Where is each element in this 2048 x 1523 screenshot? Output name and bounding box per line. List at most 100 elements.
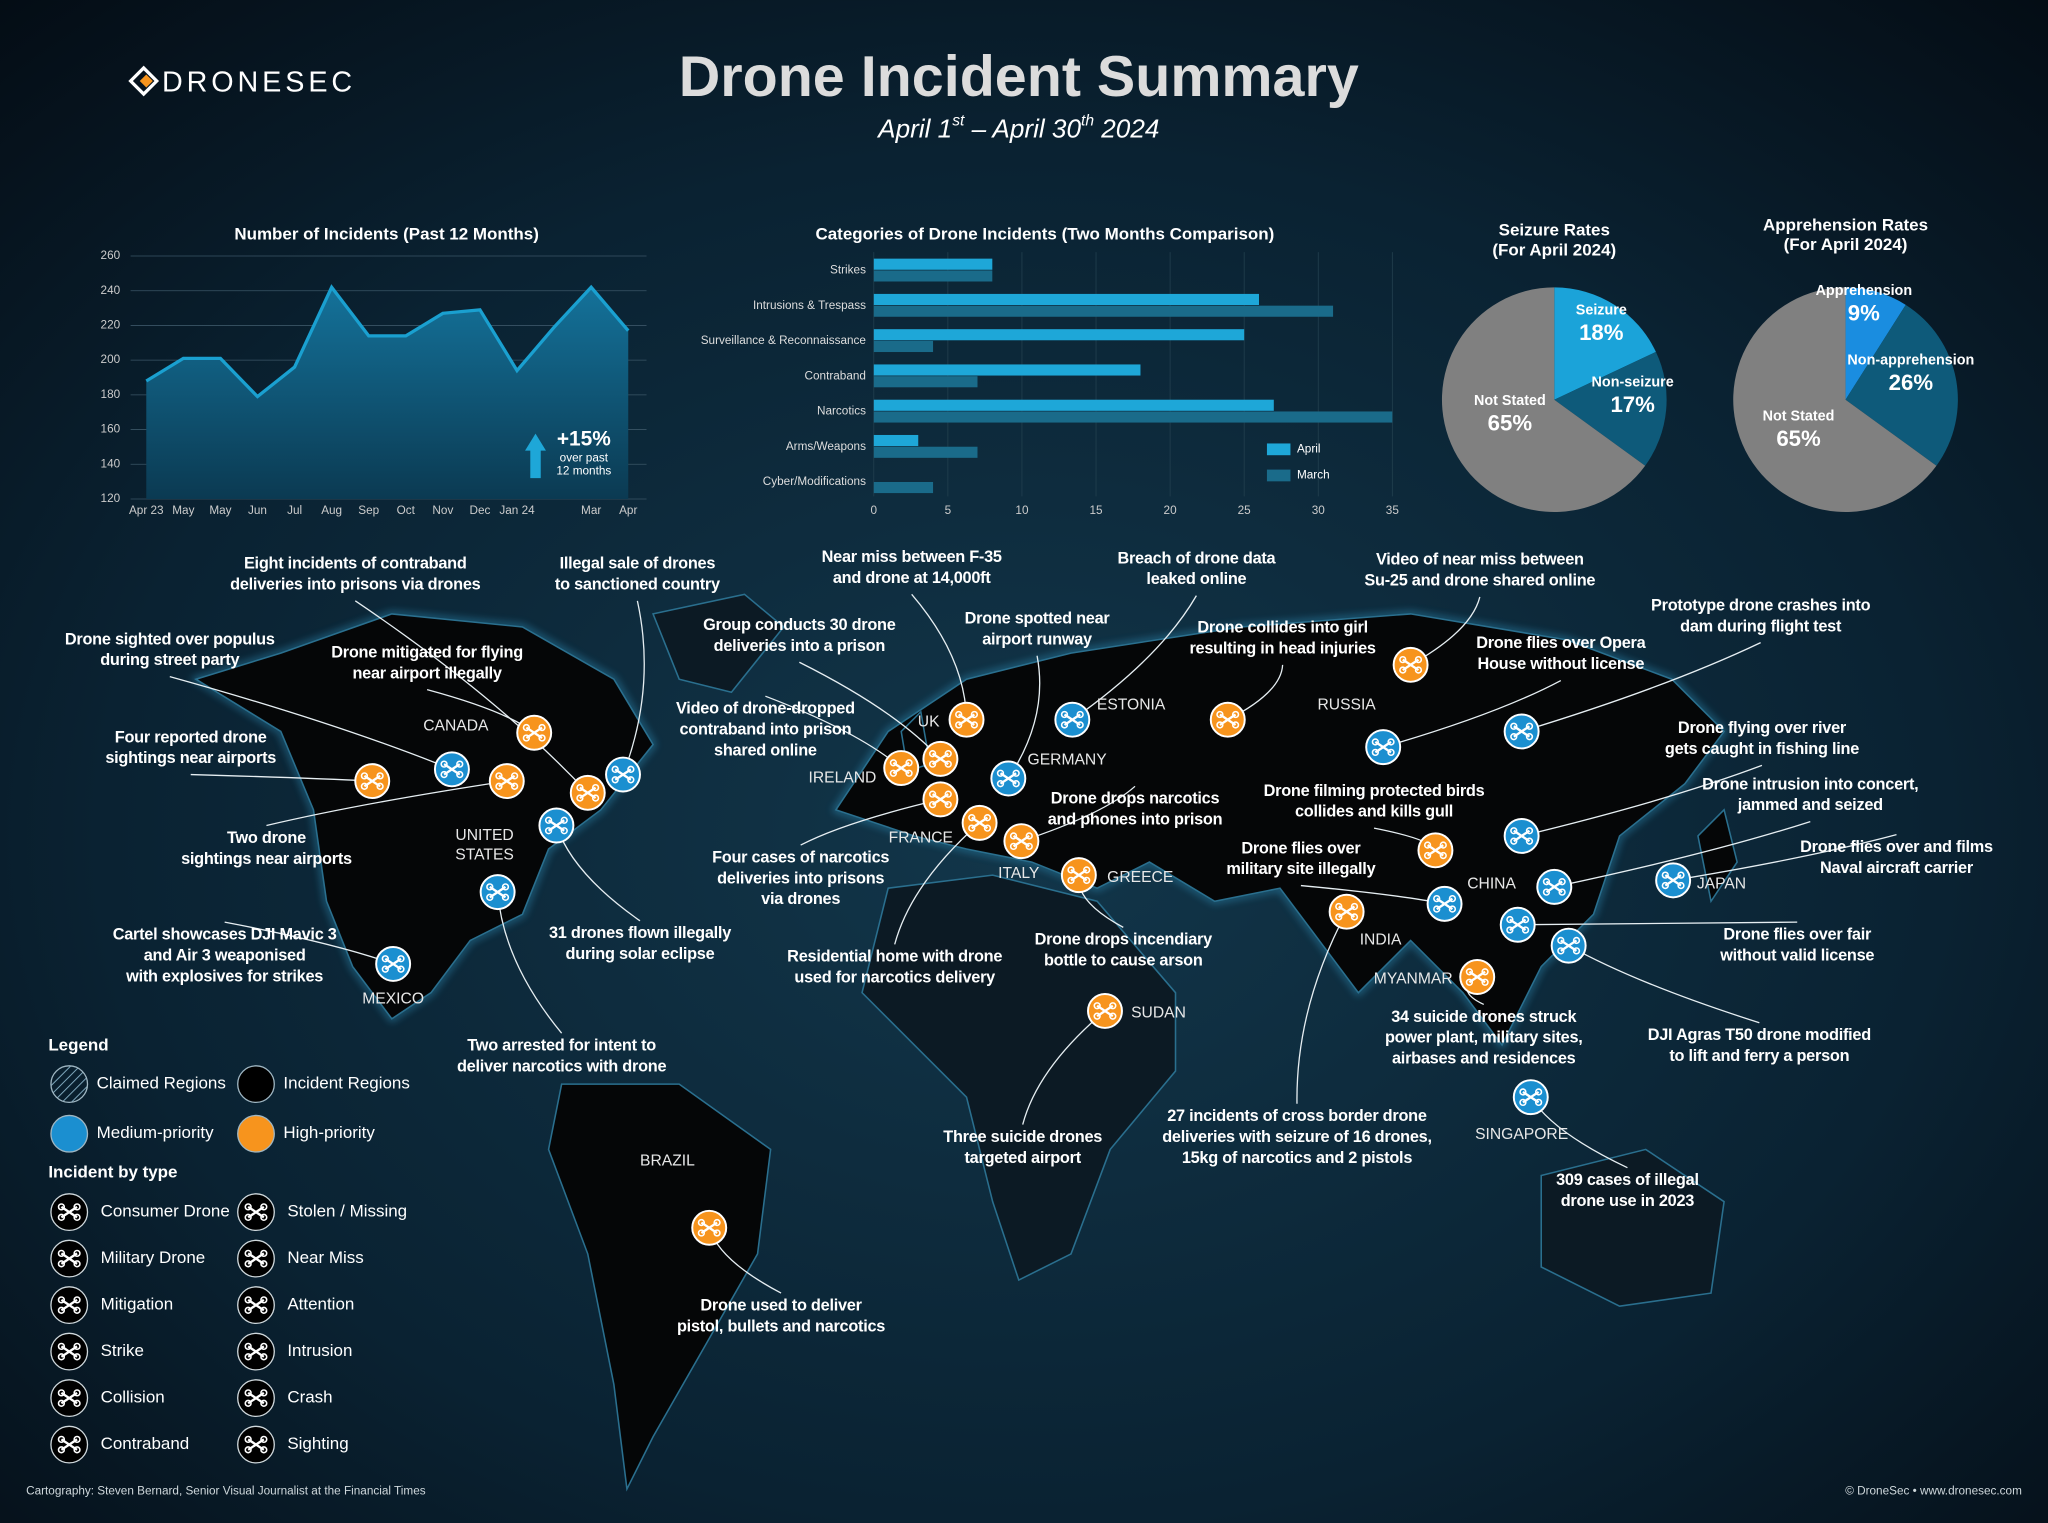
incident-marker [883,750,920,786]
marker-icon [440,760,448,768]
legend-title: Legend [48,1036,108,1055]
chart-title: (For April 2024) [1784,235,1908,254]
marker-icon [955,710,963,719]
slice-label: Seizure [1576,303,1627,319]
marker-icon [57,1306,66,1314]
marker-icon [944,760,952,768]
marker-icon [1109,1002,1117,1010]
marker-icon [928,800,937,809]
marker-icon [1076,710,1084,719]
callout-text: Drone flies over [1241,839,1361,857]
chart-title: Categories of Drone Incidents (Two Month… [815,225,1274,244]
marker-icon [456,760,464,768]
marker-icon [73,1203,81,1211]
callout-text: Drone used to deliver [700,1296,862,1314]
incident-marker [948,701,985,738]
marker-icon [260,1306,268,1314]
marker-icon [495,772,503,780]
marker-icon [1525,722,1534,730]
incident-marker [922,740,959,777]
country-label: CANADA [423,717,489,734]
x-tick-label: 20 [1164,504,1178,517]
greenland [651,593,785,694]
marker-icon [260,1260,268,1268]
x-tick-label: Sep [358,504,379,517]
callout-text: Drone flying over river [1678,719,1847,737]
country-label: FRANCE [889,830,953,847]
marker-icon [57,1260,66,1268]
callout-text: via drones [761,890,840,908]
marker-icon [560,816,568,824]
marker-icon [1083,876,1091,885]
country-label: GERMANY [1028,751,1108,768]
leader-line [1517,921,1798,926]
marker-icon [244,1399,252,1407]
country-label: UK [918,713,940,730]
marker-icon [944,800,952,809]
callout-text: sightings near airports [105,749,276,767]
pie-slice [1845,304,1958,466]
legend-swatch [237,1065,275,1104]
marker-icon [1067,866,1075,874]
marker-icon [57,1249,66,1258]
marker-icon [928,760,937,768]
marker-icon [456,770,464,779]
leader-line [266,780,507,827]
slice-value: 65% [1776,426,1821,451]
marker-icon [73,1353,81,1361]
callout-text: and drone at 14,000ft [833,569,992,587]
pie-slice [1554,351,1667,466]
country-label: ESTONIA [1097,696,1166,713]
marker-icon [983,824,992,832]
x-tick-label: Nov [432,504,453,517]
legend-icon [237,1425,275,1464]
marker-icon [1335,913,1343,921]
marker-icon [1067,876,1075,885]
pie-slice [1441,287,1646,513]
callout-text: Video of drone-dropped [676,700,855,718]
x-tick-label: Aug [321,504,342,517]
marker-icon [486,883,494,891]
bar [873,364,1141,376]
marker-icon [1433,905,1441,913]
marker-icon [1371,738,1380,746]
marker-icon [1399,666,1407,674]
incident-marker [538,807,575,844]
chart-title: (For April 2024) [1492,240,1616,259]
x-tick-label: 25 [1238,504,1252,517]
marker-icon [1572,947,1581,955]
marker-icon [1231,710,1240,719]
callout-text: dam during flight test [1680,617,1842,635]
legend-swatch [237,1114,275,1153]
y-tick-label: Cyber/Modifications [763,475,866,488]
incident-marker [691,1209,728,1246]
marker-icon [1009,842,1018,851]
marker-icon [244,1306,252,1314]
callout-text: power plant, military sites, [1385,1029,1583,1047]
bar [873,411,1393,423]
marker-icon [1519,1098,1527,1107]
subtitle-part: th [1081,113,1094,130]
y-tick-label: Surveillance & Reconnaissance [701,334,867,347]
legend-label: Stolen / Missing [287,1202,407,1221]
chart-title: Apprehension Rates [1763,215,1928,234]
callout-text: gets caught in fishing line [1665,740,1859,758]
callout-text: Four cases of narcotics [712,848,889,866]
annotation: +15% [557,428,611,451]
callout-text: Eight incidents of contraband [244,555,467,573]
slice-label: Non-seizure [1592,375,1674,391]
country-label: SINGAPORE [1475,1126,1568,1143]
callout-text: deliveries with seizure of 16 drones, [1162,1128,1432,1146]
bar [873,293,1259,306]
marker-icon [376,782,384,790]
incident-marker [1536,868,1573,905]
marker-icon [970,721,979,729]
marker-icon [889,759,898,767]
callout-text: airport runway [982,630,1092,648]
marker-icon [1572,936,1581,945]
legend-swatch [50,1065,89,1104]
incident-marker [1392,646,1429,683]
callout-text: deliver narcotics with drone [457,1057,667,1075]
incident-marker [1060,857,1097,894]
leader-line [894,822,981,945]
